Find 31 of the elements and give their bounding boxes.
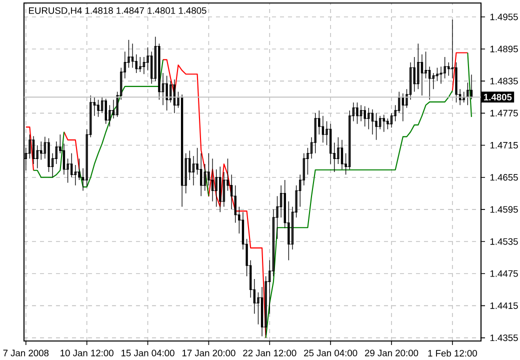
y-tick-label: 1.4535: [490, 238, 518, 245]
ref-line-label: 1.4805: [484, 94, 512, 100]
x-tick-label: 25 Jan 04:00: [304, 350, 358, 356]
candlestick: [382, 114, 386, 132]
y-tick-label: 1.4655: [490, 174, 518, 181]
y-tick-label: 1.4775: [490, 110, 518, 116]
candlestick: [374, 112, 378, 140]
x-tick-label: 1 Feb 12:00: [428, 350, 477, 357]
y-tick-label: 1.4715: [490, 142, 518, 149]
x-tick-label: 22 Jan 12:00: [243, 350, 296, 356]
candlestick: [31, 136, 36, 164]
y-tick-label: 1.4475: [490, 270, 518, 277]
x-tick-label: 10 Jan 12:00: [60, 350, 114, 356]
candlestick: [138, 56, 142, 72]
y-tick-label: 1.4955: [490, 14, 518, 20]
x-tick-label: 17 Jan 20:00: [182, 350, 236, 356]
chart-title: EURUSD,H4 1.4818 1.4847 1.4801 1.4805: [29, 7, 206, 15]
candlestick: [164, 75, 169, 111]
x-tick-label: 29 Jan 20:00: [364, 350, 418, 356]
candlestick: [362, 106, 367, 127]
y-tick-label: 1.4595: [490, 206, 518, 213]
y-tick-label: 1.4835: [490, 78, 518, 84]
candlestick: [355, 102, 360, 124]
y-tick-label: 1.4895: [490, 46, 518, 52]
x-tick-label: 7 Jan 2008: [3, 350, 49, 356]
candlestick: [96, 99, 100, 118]
y-tick-label: 1.4355: [490, 334, 518, 342]
y-tick-label: 1.4415: [490, 302, 518, 309]
candlestick: [172, 79, 176, 114]
candlestick: [400, 93, 405, 122]
x-tick-label: 15 Jan 04:00: [122, 350, 174, 356]
